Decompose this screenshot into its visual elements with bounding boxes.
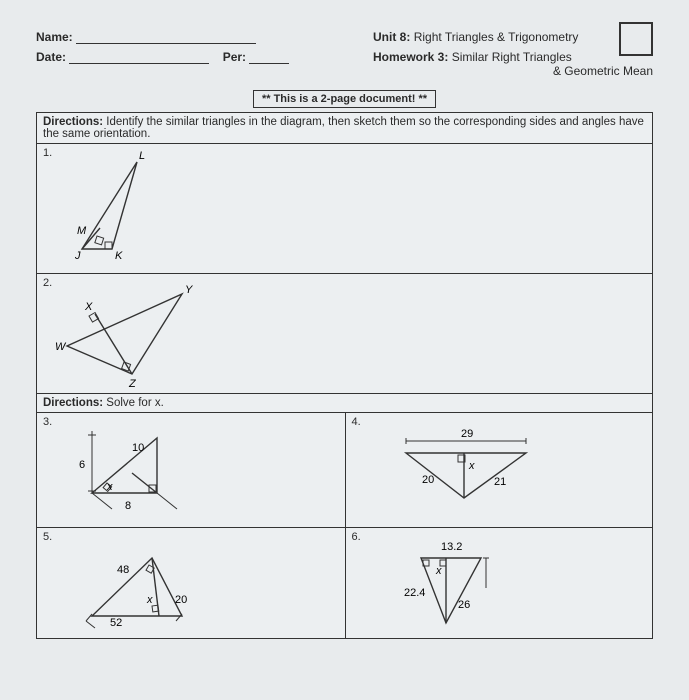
header-row-1: Name: Unit 8: Right Triangles & Trigonom…	[36, 30, 653, 44]
directions-2-label: Directions:	[43, 397, 103, 409]
label-Z: Z	[128, 378, 137, 389]
label-Y: Y	[185, 284, 193, 296]
unit-label: Unit 8:	[373, 30, 410, 44]
directions-2-text: Solve for x.	[103, 397, 164, 409]
p6-val-26: 26	[458, 599, 470, 611]
per-label: Per:	[223, 50, 246, 64]
name-label: Name:	[36, 30, 73, 44]
problem-3-num: 3.	[43, 416, 52, 428]
p5-val-20: 20	[175, 594, 187, 606]
label-M: M	[77, 225, 87, 237]
problem-4-cell: 4. 29 20 21 x	[345, 413, 653, 528]
p4-val-21: 21	[494, 476, 506, 488]
hw-text: Similar Right Triangles	[452, 50, 572, 64]
problem-2-cell: 2. Y X W Z	[37, 274, 652, 394]
unit-text: Right Triangles & Trigonometry	[414, 30, 579, 44]
problem-1-num: 1.	[43, 147, 52, 159]
worksheet-main: Directions: Identify the similar triangl…	[36, 112, 653, 639]
problem-3-cell: 3. 6 10 8 x	[37, 413, 345, 528]
problem-4-figure: 29 20 21 x	[346, 413, 606, 523]
problem-6-cell: 6. 13.2 22.4 26 x	[345, 528, 653, 638]
directions-1-label: Directions:	[43, 116, 103, 128]
p5-val-x: x	[146, 594, 153, 606]
banner-text: ** This is a 2-page document! **	[262, 93, 427, 105]
header-row-2: Date: Per: Homework 3: Similar Right Tri…	[36, 50, 653, 78]
date-label: Date:	[36, 50, 66, 64]
label-K: K	[115, 250, 123, 262]
name-blank[interactable]	[76, 32, 256, 44]
label-W: W	[55, 341, 67, 353]
p3-val-6: 6	[79, 459, 85, 471]
label-J: J	[74, 250, 81, 262]
directions-2: Directions: Solve for x.	[37, 394, 652, 413]
date-blank[interactable]	[69, 52, 209, 64]
score-box	[619, 22, 653, 56]
directions-1: Directions: Identify the similar triangl…	[37, 113, 652, 144]
problem-6-figure: 13.2 22.4 26 x	[346, 528, 566, 633]
p3-val-8: 8	[125, 500, 131, 512]
p5-val-48: 48	[117, 564, 129, 576]
directions-1-text: Identify the similar triangles in the di…	[43, 116, 644, 140]
p3-val-10: 10	[132, 442, 144, 454]
problem-2-num: 2.	[43, 277, 52, 289]
p6-val-x: x	[435, 565, 442, 577]
problem-3-figure: 6 10 8 x	[37, 413, 237, 523]
problem-5-cell: 5. 48 52 20 x	[37, 528, 345, 638]
label-L: L	[139, 150, 145, 162]
problem-4-num: 4.	[352, 416, 361, 428]
p6-val-224: 22.4	[404, 587, 425, 599]
p6-val-132: 13.2	[441, 541, 462, 553]
hw-label: Homework 3:	[373, 50, 448, 64]
label-X: X	[84, 301, 93, 313]
banner-notice: ** This is a 2-page document! **	[253, 90, 436, 108]
problem-1-cell: 1. L M J K	[37, 144, 652, 274]
per-blank[interactable]	[249, 52, 289, 64]
problem-6-num: 6.	[352, 531, 361, 543]
p4-val-29: 29	[461, 428, 473, 440]
p5-val-52: 52	[110, 617, 122, 629]
problem-1-figure: L M J K	[37, 144, 217, 269]
p4-val-x: x	[468, 460, 475, 472]
p3-val-x: x	[106, 481, 113, 493]
problem-2-figure: Y X W Z	[37, 274, 257, 389]
hw-text2: & Geometric Mean	[373, 64, 653, 78]
problem-5-num: 5.	[43, 531, 52, 543]
problem-5-figure: 48 52 20 x	[37, 528, 257, 633]
p4-val-20: 20	[422, 474, 434, 486]
